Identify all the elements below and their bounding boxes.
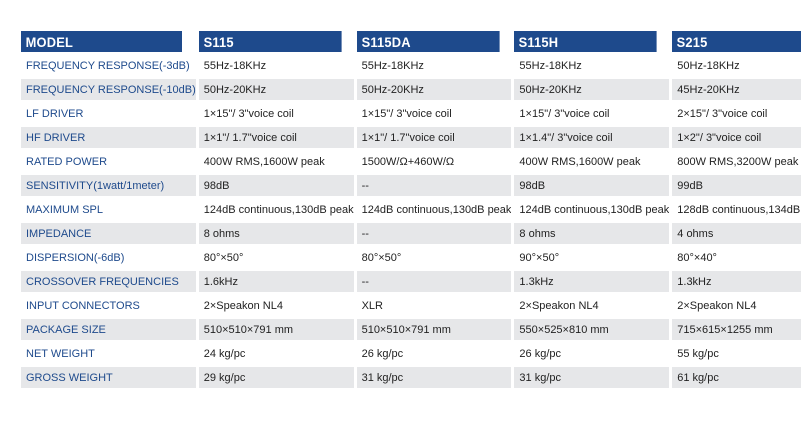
header-model-3: S115H [514,31,657,52]
header-model-2: S115DA [356,31,500,52]
spec-table-body: FREQUENCY RESPONSE(-3dB) 55Hz-18KHz 55Hz-1… [21,55,801,388]
spec-value: 2×Speakon NL4 [672,295,801,316]
table-row: IMPEDANCE 8 ohms -- 8 ohms 4 ohms [21,223,801,244]
spec-label: CROSSOVER FREQUENCIES [21,271,196,292]
spec-value: 8 ohms [514,223,670,244]
table-row: LF DRIVER 1×15"/ 3"voice coil 1×15"/ 3"voi… [21,103,801,124]
spec-value: 99dB [672,175,801,196]
spec-value: 1×1.4"/ 3"voice coil [514,127,670,148]
spec-value: 98dB [198,175,354,196]
table-row: INPUT CONNECTORS 2×Speakon NL4 XLR 2×Speako… [21,295,801,316]
spec-label: RATED POWER [21,151,196,172]
spec-label: NET WEIGHT [21,343,196,364]
spec-label: MAXIMUM SPL [21,199,196,220]
spec-value: 800W RMS,3200W peak [672,151,801,172]
spec-value: 400W RMS,1600W peak [514,151,670,172]
spec-value: 90°×50° [514,247,670,268]
spec-value: 98dB [514,175,670,196]
spec-table: MODEL S115 S115DA S115H S215 FREQUENCY RESPO… [18,28,801,391]
spec-value: 1×1"/ 1.7"voice coil [356,127,512,148]
spec-value: 1×15"/ 3"voice coil [514,103,670,124]
spec-value: 80°×50° [356,247,512,268]
spec-table-header: MODEL S115 S115DA S115H S215 [21,31,801,52]
table-row: NET WEIGHT 24 kg/pc 26 kg/pc 26 kg/pc 55 kg/… [21,343,801,364]
table-row: FREQUENCY RESPONSE(-10dB) 50Hz-20KHz 50Hz-… [21,79,801,100]
spec-value: 124dB continuous,130dB peak [198,199,354,220]
header-model-4: S215 [672,31,801,52]
header-model: MODEL [21,31,182,52]
spec-value: 55Hz-18KHz [198,55,354,76]
spec-value: 50Hz-20KHz [198,79,354,100]
header-row: MODEL S115 S115DA S115H S215 [21,31,801,52]
spec-value: 510×510×791 mm [356,319,512,340]
spec-value: 1×15"/ 3"voice coil [356,103,512,124]
spec-value: 550×525×810 mm [514,319,670,340]
table-row: SENSITIVITY(1watt/1meter) 98dB -- 98dB 99dB [21,175,801,196]
spec-value: 50Hz-20KHz [356,79,512,100]
spec-value: 8 ohms [198,223,354,244]
spec-label: INPUT CONNECTORS [21,295,196,316]
spec-value: 50Hz-18KHz [672,55,801,76]
spec-value: 1.3kHz [672,271,801,292]
spec-value: 55 kg/pc [672,343,801,364]
table-row: FREQUENCY RESPONSE(-3dB) 55Hz-18KHz 55Hz-1… [21,55,801,76]
spec-label: IMPEDANCE [21,223,196,244]
spec-value: 715×615×1255 mm [672,319,801,340]
spec-label: LF DRIVER [21,103,196,124]
spec-value: 26 kg/pc [356,343,512,364]
spec-value: 24 kg/pc [198,343,354,364]
spec-value: -- [356,175,512,196]
spec-label: GROSS WEIGHT [21,367,196,388]
spec-value: 29 kg/pc [198,367,354,388]
spec-value: 31 kg/pc [514,367,670,388]
table-row: RATED POWER 400W RMS,1600W peak 1500W/Ω+46… [21,151,801,172]
spec-label: FREQUENCY RESPONSE(-10dB) [21,79,196,100]
header-model-1: S115 [198,31,342,52]
table-row: MAXIMUM SPL 124dB continuous,130dB peak 12… [21,199,801,220]
table-row: PACKAGE SIZE 510×510×791 mm 510×510×791 mm… [21,319,801,340]
spec-value: -- [356,271,512,292]
spec-value: 80°×50° [198,247,354,268]
spec-value: 128dB continuous,134dB peak [672,199,801,220]
spec-value: 2×15"/ 3"voice coil [672,103,801,124]
spec-value: -- [356,223,512,244]
spec-value: 31 kg/pc [356,367,512,388]
spec-label: FREQUENCY RESPONSE(-3dB) [21,55,196,76]
spec-label: SENSITIVITY(1watt/1meter) [21,175,196,196]
spec-value: 1×1"/ 1.7"voice coil [198,127,354,148]
spec-value: 1500W/Ω+460W/Ω [356,151,512,172]
table-row: GROSS WEIGHT 29 kg/pc 31 kg/pc 31 kg/pc 61 k… [21,367,801,388]
spec-value: 2×Speakon NL4 [514,295,670,316]
spec-value: 1×15"/ 3"voice coil [198,103,354,124]
spec-value: 400W RMS,1600W peak [198,151,354,172]
spec-value: 124dB continuous,130dB peak [356,199,512,220]
spec-value: 2×Speakon NL4 [198,295,354,316]
spec-value: 50Hz-20KHz [514,79,670,100]
spec-value: 510×510×791 mm [198,319,354,340]
spec-value: 4 ohms [672,223,801,244]
spec-label: PACKAGE SIZE [21,319,196,340]
spec-label: HF DRIVER [21,127,196,148]
spec-value: 45Hz-20KHz [672,79,801,100]
spec-value: 55Hz-18KHz [356,55,512,76]
spec-value: 80°×40° [672,247,801,268]
spec-value: 1.3kHz [514,271,670,292]
spec-value: 124dB continuous,130dB peak [514,199,670,220]
spec-value: XLR [356,295,512,316]
table-row: HF DRIVER 1×1"/ 1.7"voice coil 1×1"/ 1.7"v… [21,127,801,148]
table-row: DISPERSION(-6dB) 80°×50° 80°×50° 90°×50° 80°… [21,247,801,268]
spec-label: DISPERSION(-6dB) [21,247,196,268]
spec-value: 55Hz-18KHz [514,55,670,76]
spec-value: 1×2"/ 3"voice coil [672,127,801,148]
spec-value: 26 kg/pc [514,343,670,364]
spec-value: 61 kg/pc [672,367,801,388]
table-row: CROSSOVER FREQUENCIES 1.6kHz -- 1.3kHz 1.3kH… [21,271,801,292]
spec-value: 1.6kHz [198,271,354,292]
